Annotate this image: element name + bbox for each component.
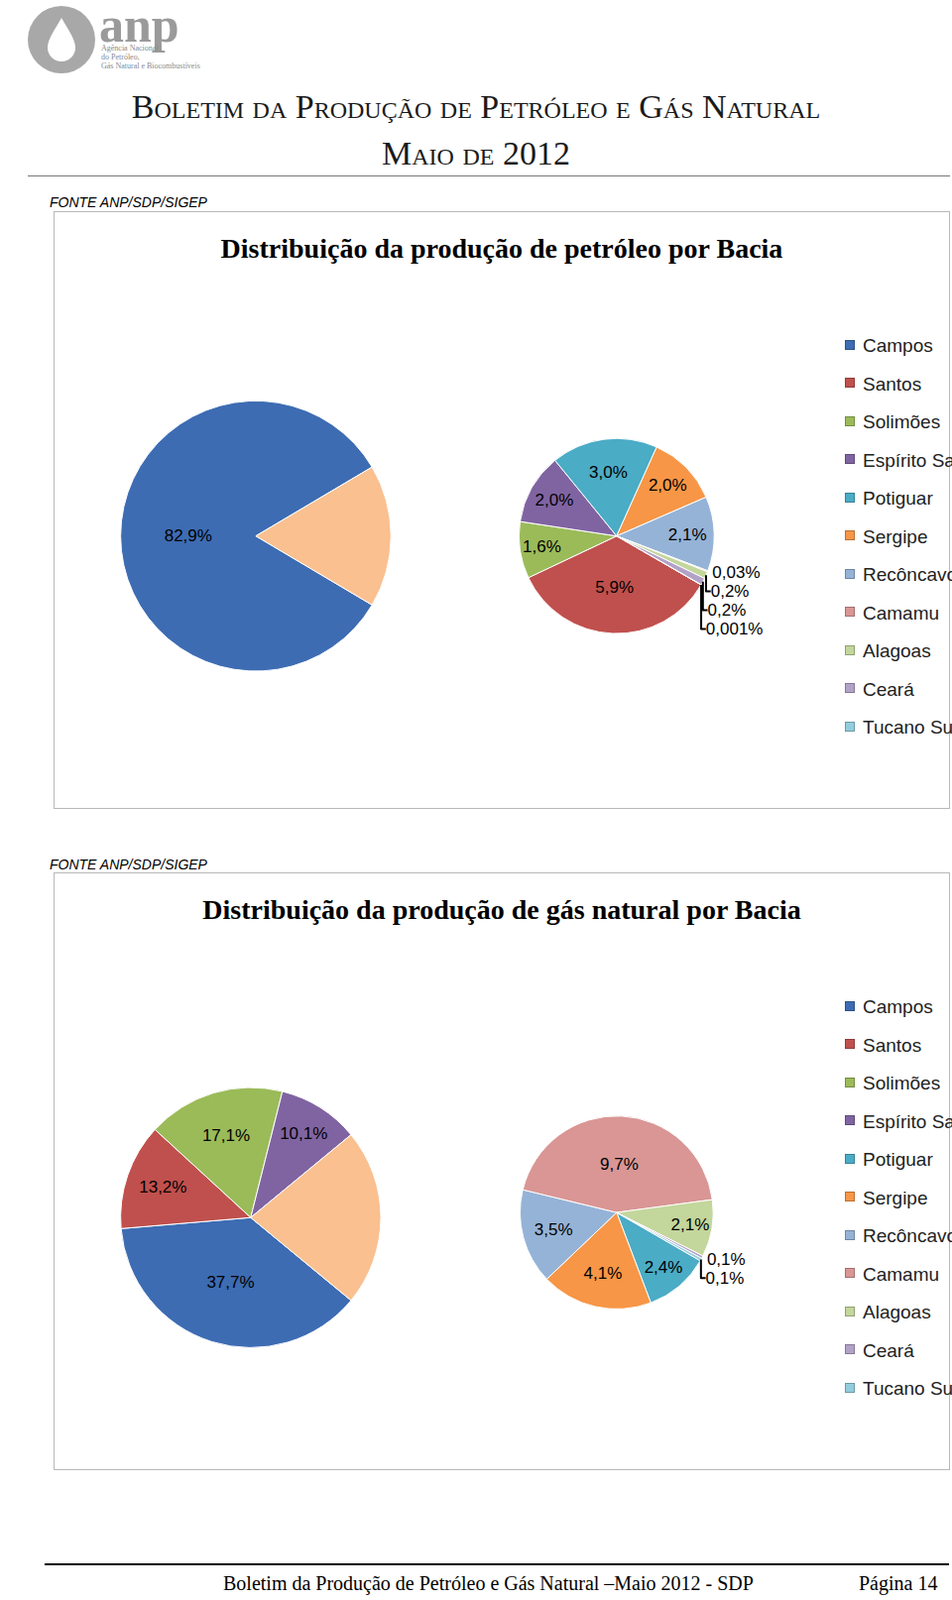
svg-text:0,2%: 0,2%	[711, 582, 750, 601]
html-text:Solimões: Solimões	[862, 411, 941, 433]
html-text:Solimões: Solimões	[862, 1072, 941, 1094]
html-text:Santos: Santos	[862, 1034, 922, 1056]
html-text:Camamu: Camamu	[862, 602, 940, 624]
svg-text:82,9%: 82,9%	[164, 526, 213, 546]
svg-text:10,1%: 10,1%	[279, 1124, 328, 1144]
html-text:Maio de 2012: Maio de 2012	[381, 134, 571, 172]
html-text:do Petróleo,: do Petróleo,	[101, 52, 140, 62]
svg-text:Distribuição da produção de gá: Distribuição da produção de gás natural …	[202, 894, 801, 926]
html-text:Ceará: Ceará	[862, 1340, 915, 1362]
svg-text:9,7%: 9,7%	[599, 1155, 639, 1175]
html-text:Boletim da Produção de Petróle: Boletim da Produção de Petróleo e Gás Na…	[223, 1572, 754, 1595]
svg-text:Distribuição da produção de pe: Distribuição da produção de petróleo por…	[221, 233, 784, 264]
svg-text:17,1%: 17,1%	[202, 1126, 250, 1146]
html-text:Sergipe: Sergipe	[862, 526, 928, 547]
html-text:Gás Natural e Biocombustíveis: Gás Natural e Biocombustíveis	[101, 61, 201, 71]
html-text:FONTE ANP/SDP/SIGEP: FONTE ANP/SDP/SIGEP	[49, 194, 208, 211]
svg-text:2,4%: 2,4%	[644, 1258, 684, 1278]
html-text:Ceará: Ceará	[862, 678, 915, 700]
svg-text:0,1%: 0,1%	[706, 1269, 745, 1289]
svg-text:4,1%: 4,1%	[584, 1264, 623, 1284]
svg-text:0,001%: 0,001%	[706, 619, 764, 639]
svg-text:13,2%: 13,2%	[138, 1178, 187, 1197]
html-text:Potiguar: Potiguar	[862, 487, 933, 509]
html-text:Página 14: Página 14	[858, 1572, 938, 1595]
svg-text:37,7%: 37,7%	[206, 1273, 254, 1293]
svg-text:3,0%: 3,0%	[589, 463, 628, 482]
svg-text:1,6%: 1,6%	[522, 537, 562, 557]
html-text:Sergipe: Sergipe	[862, 1187, 928, 1209]
html-text:Santos: Santos	[862, 373, 922, 395]
html-text:Agência Nacional: Agência Nacional	[101, 43, 159, 53]
html-text:Boletim da Produção de Petróle: Boletim da Produção de Petróleo e Gás Na…	[131, 88, 821, 125]
svg-text:2,0%: 2,0%	[535, 490, 575, 510]
svg-text:2,0%: 2,0%	[648, 476, 688, 495]
svg-text:5,9%: 5,9%	[595, 578, 634, 597]
svg-text:3,5%: 3,5%	[534, 1220, 574, 1240]
html-text:Camamu: Camamu	[862, 1263, 940, 1285]
html-text:Potiguar: Potiguar	[862, 1149, 933, 1171]
svg-text:2,1%: 2,1%	[671, 1215, 711, 1235]
html-text:Campos: Campos	[862, 996, 933, 1018]
svg-text:0,1%: 0,1%	[707, 1250, 746, 1270]
svg-text:0,2%: 0,2%	[708, 600, 747, 620]
svg-text:2,1%: 2,1%	[668, 525, 708, 545]
html-text:FONTE ANP/SDP/SIGEP: FONTE ANP/SDP/SIGEP	[49, 856, 208, 873]
html-text:Alagoas: Alagoas	[862, 640, 931, 662]
html-text:Campos: Campos	[862, 335, 933, 357]
html-text:Alagoas: Alagoas	[862, 1302, 931, 1323]
svg-text:0,03%: 0,03%	[712, 563, 760, 583]
